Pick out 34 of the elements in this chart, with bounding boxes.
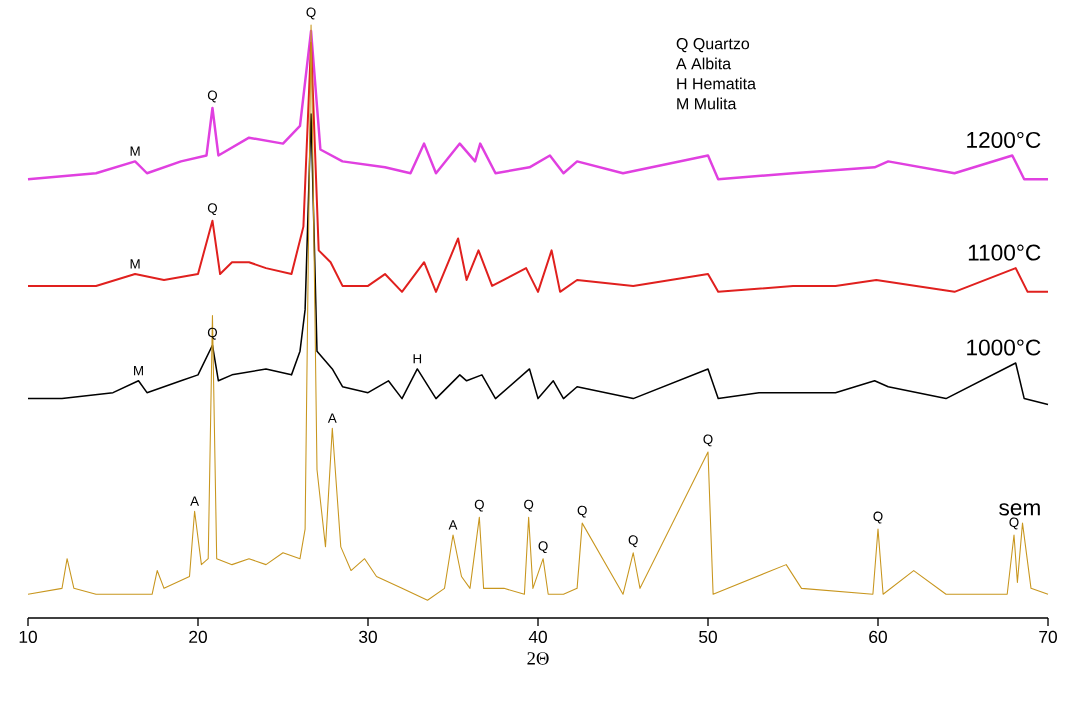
x-tick-label: 70 [1039, 630, 1057, 643]
annotation: Q [306, 7, 316, 20]
annotation: M [130, 146, 140, 156]
annotation: Q [1009, 517, 1019, 530]
annotation: Q [474, 499, 484, 512]
x-tick-label: 30 [359, 630, 377, 643]
annotation: Q [207, 203, 218, 216]
x-tick-label: 40 [528, 630, 547, 643]
series-label: sem [999, 503, 1040, 516]
series-label: 1100°C [968, 244, 1041, 261]
x-tick-label: 10 [19, 630, 37, 643]
annotation: H Hematita [677, 77, 756, 90]
series-label: 1200°C [967, 131, 1041, 148]
series-label: 1000°C [967, 339, 1041, 356]
annotation: Q [873, 511, 883, 524]
x-tick-label: 20 [189, 630, 207, 643]
annotation: A [327, 413, 337, 423]
annotation: A [190, 496, 200, 506]
annotation: M [134, 366, 143, 376]
annotation: Q [628, 535, 638, 548]
x-tick-label: 50 [699, 630, 717, 643]
annotation: M Mulita [677, 97, 737, 110]
annotation: Q [524, 499, 534, 512]
x-tick-label: 60 [869, 630, 887, 643]
annotation: Q Quartzo [676, 38, 750, 53]
annotation: H [413, 354, 422, 364]
annotation: M [130, 259, 140, 269]
annotation: A [448, 520, 458, 530]
annotation: Q [207, 90, 218, 103]
annotation: Q [703, 434, 713, 447]
annotation: A Albita [675, 57, 732, 70]
annotation: Q [538, 541, 548, 554]
annotation: Q [577, 505, 587, 518]
x-axis-title: 2Θ [527, 652, 549, 665]
